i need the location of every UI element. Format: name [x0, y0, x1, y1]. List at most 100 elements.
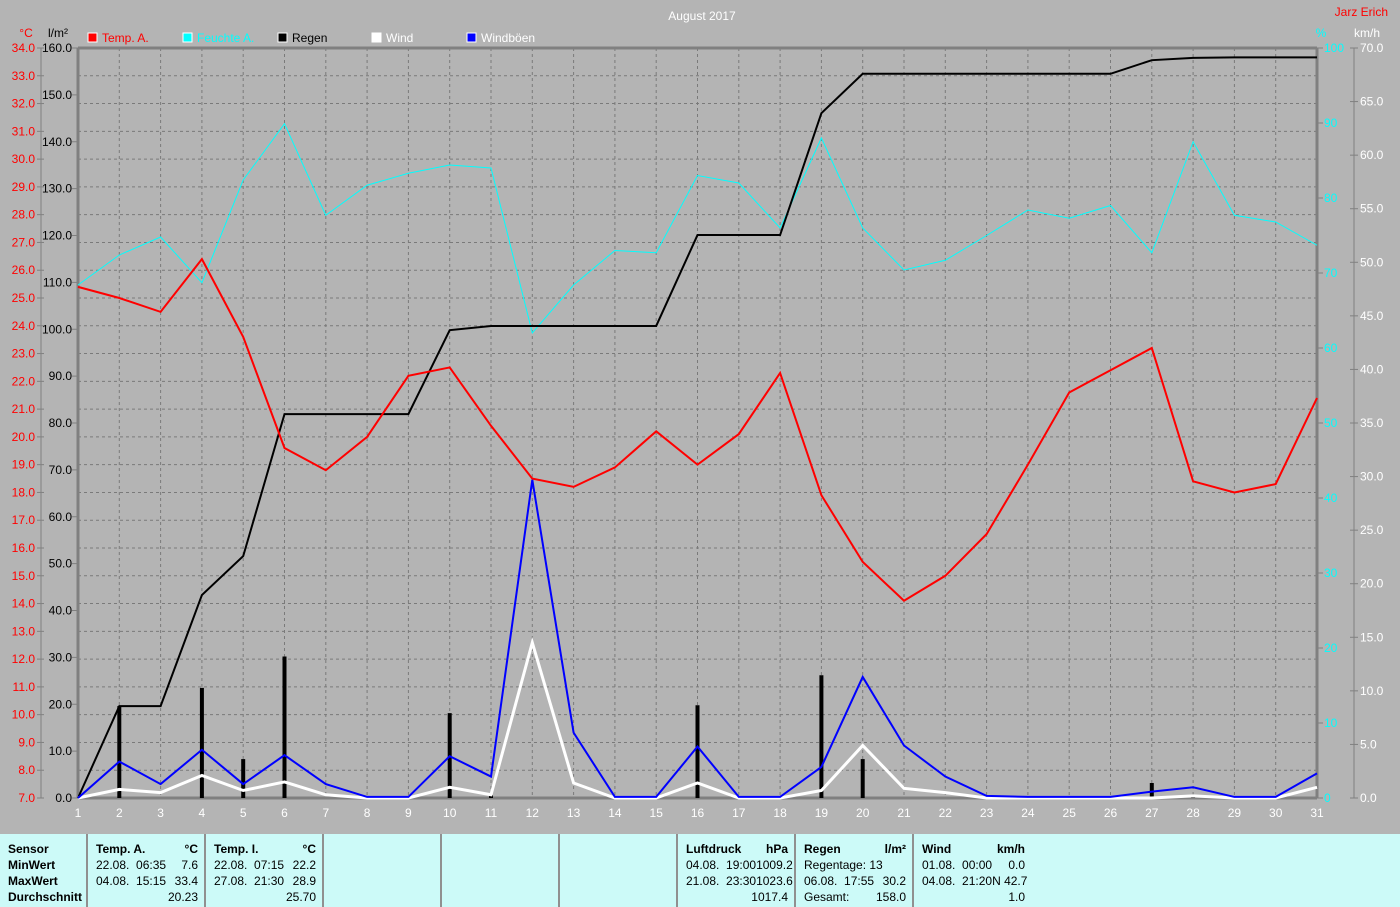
- humidity-tick-label: 90: [1324, 116, 1338, 130]
- rain-tick-label: 50.0: [49, 557, 73, 571]
- x-tick-label: 22: [939, 806, 953, 820]
- legend-label: Feuchte A.: [197, 31, 254, 45]
- temp-tick-label: 22.0: [12, 374, 36, 388]
- x-tick-label: 19: [815, 806, 829, 820]
- temp-axis-unit: °C: [19, 26, 33, 40]
- temp-tick-label: 10.0: [12, 708, 36, 722]
- rain-days: Regentage: 13: [804, 858, 883, 872]
- stats-col-rain: Regen l/m² Regentage: 13 06.08. 17:55 30.2…: [796, 834, 914, 907]
- x-tick-label: 11: [485, 806, 498, 820]
- wind-tick-label: 25.0: [1360, 523, 1384, 537]
- legend-label: Temp. A.: [102, 31, 149, 45]
- wind-min-time: 01.08. 00:00: [922, 858, 993, 872]
- wind-min: 0.0: [1008, 858, 1025, 872]
- legend-swatch: [371, 32, 382, 43]
- rain-tick-label: 60.0: [49, 510, 73, 524]
- x-tick-label: 16: [691, 806, 705, 820]
- rain-header: Regen: [804, 842, 841, 856]
- temp-tick-label: 32.0: [12, 97, 36, 111]
- series-line-windböen: [77, 479, 1318, 799]
- rain-tick-label: 30.0: [49, 650, 73, 664]
- rain-tick-label: 80.0: [49, 416, 73, 430]
- x-tick-label: 25: [1063, 806, 1077, 820]
- humidity-tick-label: 20: [1324, 641, 1338, 655]
- series-line-temp-a-: [77, 257, 1318, 603]
- rain-total: 158.0: [875, 890, 906, 904]
- pressure-max: 1023.6: [756, 874, 793, 888]
- temp-a-max: 33.4: [174, 874, 198, 888]
- temp-tick-label: 21.0: [12, 402, 36, 416]
- x-tick-label: 21: [897, 806, 911, 820]
- x-tick-label: 6: [281, 806, 288, 820]
- pressure-avg: 1017.4: [751, 890, 788, 904]
- legend-swatch: [87, 32, 98, 43]
- x-tick-label: 14: [608, 806, 622, 820]
- weather-chart: August 2017 Jarz Erich°C7.08.09.010.011.0…: [12, 5, 1388, 820]
- pressure-min-time: 04.08. 19:00: [686, 858, 757, 872]
- temp-a-min: 7.6: [181, 858, 198, 872]
- humidity-tick-label: 10: [1324, 716, 1338, 730]
- stats-col-empty-2: [442, 834, 560, 907]
- temp-i-header: Temp. I.: [214, 842, 259, 856]
- x-tick-label: 18: [773, 806, 787, 820]
- stats-col-pressure: Luftdruck hPa 04.08. 19:00 1009.2 21.08. 2…: [678, 834, 796, 907]
- rain-tick-label: 20.0: [49, 697, 73, 711]
- wind-tick-label: 15.0: [1360, 630, 1384, 644]
- wind-max-time: 04.08. 21:20: [922, 874, 993, 888]
- temp-i-unit: °C: [302, 842, 316, 856]
- author-label: Jarz Erich: [1335, 5, 1388, 19]
- pressure-max-time: 21.08. 23:30: [686, 874, 757, 888]
- stats-col-sensor: Sensor MinWert MaxWert Durchschnitt: [0, 834, 88, 907]
- x-tick-label: 5: [240, 806, 247, 820]
- temp-tick-label: 30.0: [12, 152, 36, 166]
- wind-max: N 42.7: [992, 874, 1028, 888]
- stats-col-wind: Wind km/h 01.08. 00:00 0.0 04.08. 21:20 N 4…: [914, 834, 1031, 907]
- legend-label: Windböen: [481, 31, 535, 45]
- humidity-tick-label: 60: [1324, 341, 1338, 355]
- row-label-avg: Durchschnitt: [8, 890, 83, 904]
- legend-label: Wind: [386, 31, 413, 45]
- temp-tick-label: 25.0: [12, 291, 36, 305]
- rain-tick-label: 160.0: [42, 41, 72, 55]
- x-tick-label: 23: [980, 806, 994, 820]
- x-tick-label: 26: [1104, 806, 1118, 820]
- rain-tick-label: 40.0: [49, 604, 73, 618]
- stats-col-temp-i: Temp. I. °C 22.08. 07:15 22.2 27.08. 21:30…: [206, 834, 324, 907]
- humidity-tick-label: 30: [1324, 566, 1338, 580]
- rain-axis-unit: l/m²: [48, 26, 68, 40]
- humidity-tick-label: 40: [1324, 491, 1338, 505]
- wind-axis-unit: km/h: [1354, 26, 1380, 40]
- rain-tick-label: 0.0: [55, 791, 72, 805]
- temp-tick-label: 24.0: [12, 319, 36, 333]
- humidity-tick-label: 50: [1324, 416, 1338, 430]
- wind-tick-label: 70.0: [1360, 41, 1384, 55]
- temp-i-max: 28.9: [292, 874, 316, 888]
- temp-tick-label: 7.0: [18, 791, 35, 805]
- legend-swatch: [466, 32, 477, 43]
- temp-tick-label: 19.0: [12, 458, 36, 472]
- temp-tick-label: 16.0: [12, 541, 36, 555]
- temp-tick-label: 34.0: [12, 41, 36, 55]
- temp-tick-label: 31.0: [12, 124, 36, 138]
- temp-a-header: Temp. A.: [96, 842, 146, 856]
- row-label-min: MinWert: [8, 858, 56, 872]
- wind-tick-label: 20.0: [1360, 577, 1384, 591]
- pressure-unit: hPa: [765, 842, 788, 856]
- temp-a-min-time: 22.08. 06:35: [96, 858, 167, 872]
- pressure-min: 1009.2: [756, 858, 793, 872]
- wind-tick-label: 35.0: [1360, 416, 1384, 430]
- temp-tick-label: 15.0: [12, 569, 36, 583]
- rain-tick-label: 150.0: [42, 88, 72, 102]
- humidity-axis-unit: %: [1316, 26, 1327, 40]
- rain-max: 30.2: [882, 874, 906, 888]
- wind-tick-label: 55.0: [1360, 202, 1384, 216]
- temp-a-max-time: 04.08. 15:15: [96, 874, 167, 888]
- x-tick-label: 30: [1269, 806, 1283, 820]
- temp-tick-label: 14.0: [12, 597, 36, 611]
- temp-a-unit: °C: [184, 842, 198, 856]
- statistics-panel: Sensor MinWert MaxWert Durchschnitt Temp…: [0, 834, 1400, 907]
- humidity-tick-label: 100: [1324, 41, 1344, 55]
- rain-tick-label: 130.0: [42, 182, 72, 196]
- x-tick-label: 31: [1310, 806, 1324, 820]
- wind-tick-label: 45.0: [1360, 309, 1384, 323]
